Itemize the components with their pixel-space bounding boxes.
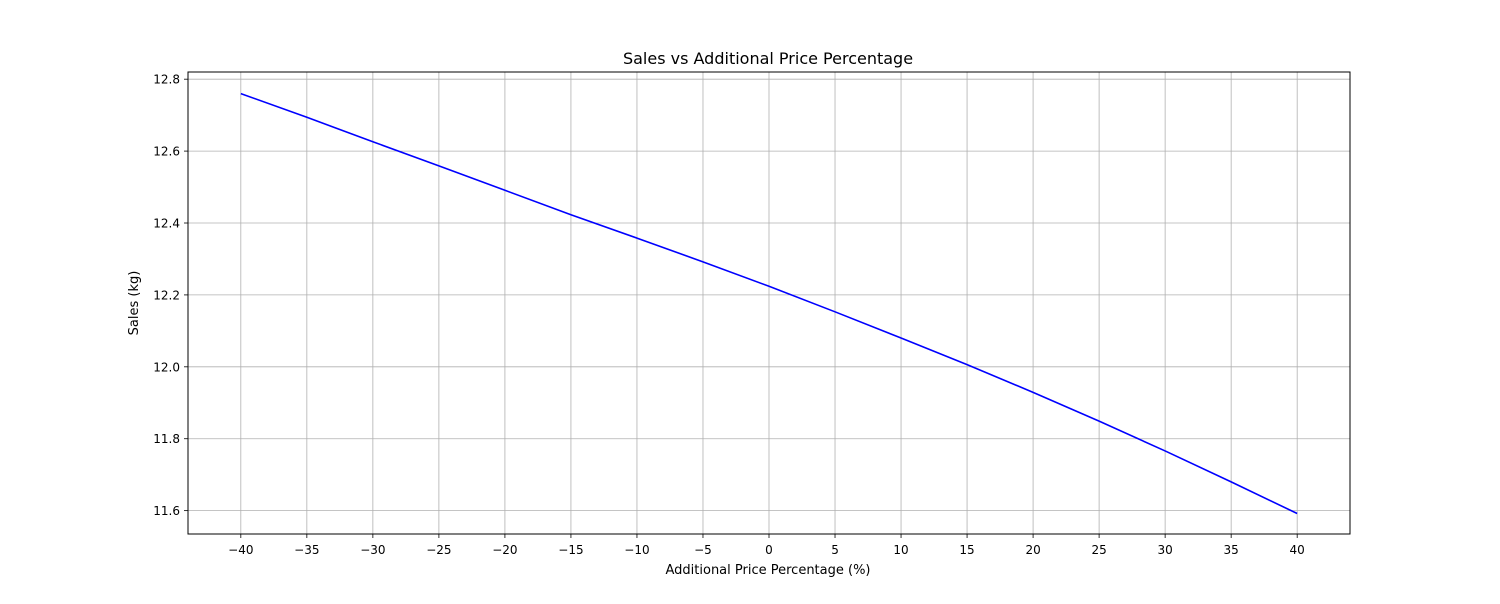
y-tick-label: 12.6 <box>153 145 180 159</box>
x-tick-label: 10 <box>893 543 908 557</box>
x-tick-label: 0 <box>765 543 773 557</box>
chart-title: Sales vs Additional Price Percentage <box>623 49 913 68</box>
x-tick-label: −35 <box>294 543 319 557</box>
x-tick-label: −20 <box>492 543 517 557</box>
x-tick-label: −5 <box>694 543 712 557</box>
x-tick-label: 5 <box>831 543 839 557</box>
x-tick-label: 35 <box>1224 543 1239 557</box>
x-tick-label: 20 <box>1025 543 1040 557</box>
y-tick-label: 12.2 <box>153 288 180 302</box>
y-tick-label: 12.0 <box>153 360 180 374</box>
y-axis: 11.6 11.8 12.0 12.2 12.4 12.6 12.8 <box>153 73 188 518</box>
x-tick-label: −10 <box>624 543 649 557</box>
y-tick-label: 11.6 <box>153 504 180 518</box>
x-tick-label: 25 <box>1091 543 1106 557</box>
y-tick-label: 12.4 <box>153 217 180 231</box>
x-tick-label: 40 <box>1290 543 1305 557</box>
x-tick-label: −30 <box>360 543 385 557</box>
x-tick-label: −40 <box>228 543 253 557</box>
x-tick-label: 30 <box>1157 543 1172 557</box>
x-axis: −40 −35 −30 −25 −20 −15 −10 −5 0 5 10 15 20 25 30 35 40 <box>228 534 1305 557</box>
x-axis-label: Additional Price Percentage (%) <box>666 563 871 578</box>
x-tick-label: −25 <box>426 543 451 557</box>
x-tick-label: 15 <box>959 543 974 557</box>
y-tick-label: 11.8 <box>153 432 180 446</box>
grid <box>188 72 1350 534</box>
y-tick-label: 12.8 <box>153 73 180 87</box>
x-tick-label: −15 <box>558 543 583 557</box>
y-axis-label: Sales (kg) <box>127 271 142 336</box>
